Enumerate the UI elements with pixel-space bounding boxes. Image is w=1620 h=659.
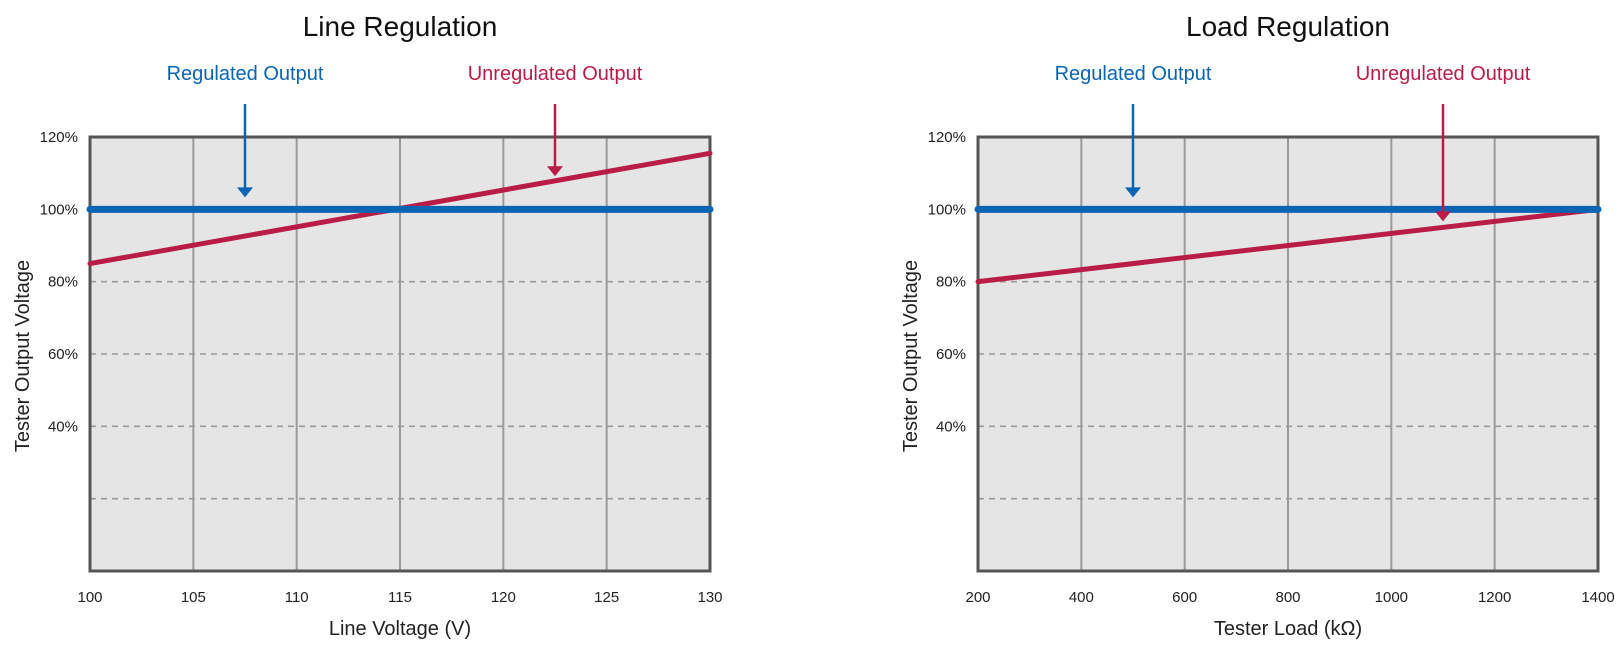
y-tick-label: 120% xyxy=(40,129,78,146)
x-tick-label: 125 xyxy=(594,589,619,606)
chart-title: Line Regulation xyxy=(303,11,498,42)
x-tick-label: 400 xyxy=(1069,589,1094,606)
regulated-output-arrow-head xyxy=(237,187,253,198)
regulated-output-arrow-head xyxy=(1125,187,1141,198)
unregulated-output-line xyxy=(975,206,1601,285)
x-axis-label: Line Voltage (V) xyxy=(329,618,471,640)
y-tick-label: 100% xyxy=(40,201,78,218)
chart-panel-2: Regulated Output Unregulated Output 200 400… xyxy=(900,11,1615,640)
y-tick-label: 80% xyxy=(48,274,78,291)
x-tick-label: 200 xyxy=(965,589,990,606)
unregulated-output-arrow-head xyxy=(547,166,563,177)
y-axis-label: Tester Output Voltage xyxy=(900,260,922,452)
x-tick-label: 1400 xyxy=(1581,589,1614,606)
y-tick-label: 60% xyxy=(48,346,78,363)
x-tick-label: 600 xyxy=(1172,589,1197,606)
regulated-output-callout-label: Regulated Output xyxy=(1055,63,1212,85)
x-tick-label: 100 xyxy=(77,589,102,606)
x-tick-label: 110 xyxy=(285,589,309,606)
unregulated-output-arrow-head xyxy=(1435,211,1451,222)
chart-title: Load Regulation xyxy=(1186,11,1390,42)
regulated-output-callout-label: Regulated Output xyxy=(167,63,324,85)
y-tick-label: 100% xyxy=(928,201,966,218)
y-tick-label: 80% xyxy=(936,274,966,291)
y-tick-label: 60% xyxy=(936,346,966,363)
plot-frame xyxy=(88,135,712,573)
x-tick-label: 120 xyxy=(491,589,516,606)
x-tick-label: 130 xyxy=(697,589,722,606)
x-axis-label: Tester Load (kΩ) xyxy=(1214,618,1362,640)
plot-frame xyxy=(976,135,1600,573)
chart-panel-1: Regulated Output Unregulated Output 100 105… xyxy=(12,11,723,640)
y-axis-label: Tester Output Voltage xyxy=(12,260,34,452)
x-tick-label: 800 xyxy=(1275,589,1300,606)
y-tick-label: 40% xyxy=(936,418,966,435)
y-tick-label: 120% xyxy=(928,129,966,146)
unregulated-output-callout-label: Unregulated Output xyxy=(468,63,643,85)
x-tick-label: 1200 xyxy=(1478,589,1511,606)
unregulated-output-callout-label: Unregulated Output xyxy=(1356,63,1531,85)
x-tick-label: 105 xyxy=(181,589,206,606)
x-tick-label: 1000 xyxy=(1375,589,1408,606)
y-tick-label: 40% xyxy=(48,418,78,435)
x-tick-label: 115 xyxy=(388,589,412,606)
